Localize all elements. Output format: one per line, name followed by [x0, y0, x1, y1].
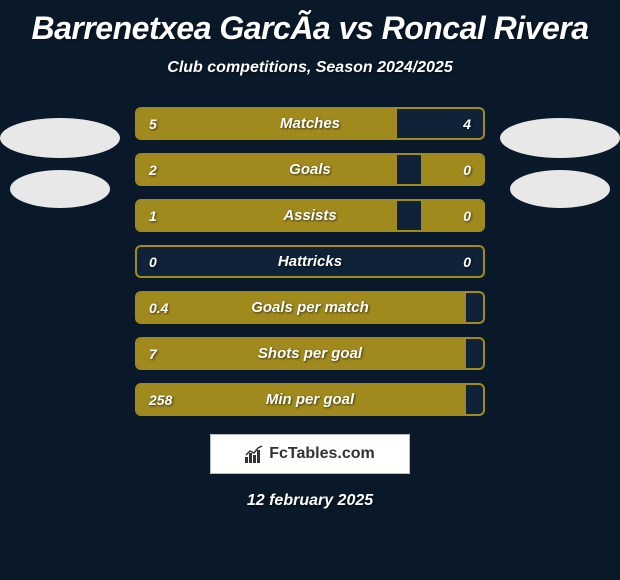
logo-text: FcTables.com: [269, 445, 375, 463]
stat-row: 00Hattricks: [135, 245, 485, 278]
stat-label: Shots per goal: [137, 339, 483, 368]
chart-icon: [245, 445, 265, 463]
stat-label: Matches: [137, 109, 483, 138]
footer-date: 12 february 2025: [0, 492, 620, 510]
player-left-avatar-top: [0, 118, 120, 158]
stat-row: 54Matches: [135, 107, 485, 140]
player-right-avatar-top: [500, 118, 620, 158]
player-right-avatar-bottom: [510, 170, 610, 208]
stat-row: 20Goals: [135, 153, 485, 186]
stat-label: Min per goal: [137, 385, 483, 414]
stat-row: 7Shots per goal: [135, 337, 485, 370]
stat-row: 0.4Goals per match: [135, 291, 485, 324]
stat-label: Assists: [137, 201, 483, 230]
stats-bars: 54Matches 20Goals 10Assists 00Hattricks 0.4G…: [135, 107, 485, 416]
stat-row: 258Min per goal: [135, 383, 485, 416]
page-title: Barrenetxea GarcÃ­a vs Roncal Rivera: [0, 0, 620, 47]
fctables-logo: FcTables.com: [210, 434, 410, 474]
stat-label: Goals per match: [137, 293, 483, 322]
stat-label: Goals: [137, 155, 483, 184]
stat-label: Hattricks: [137, 247, 483, 276]
page-subtitle: Club competitions, Season 2024/2025: [0, 59, 620, 77]
player-left-avatar-bottom: [10, 170, 110, 208]
stat-row: 10Assists: [135, 199, 485, 232]
